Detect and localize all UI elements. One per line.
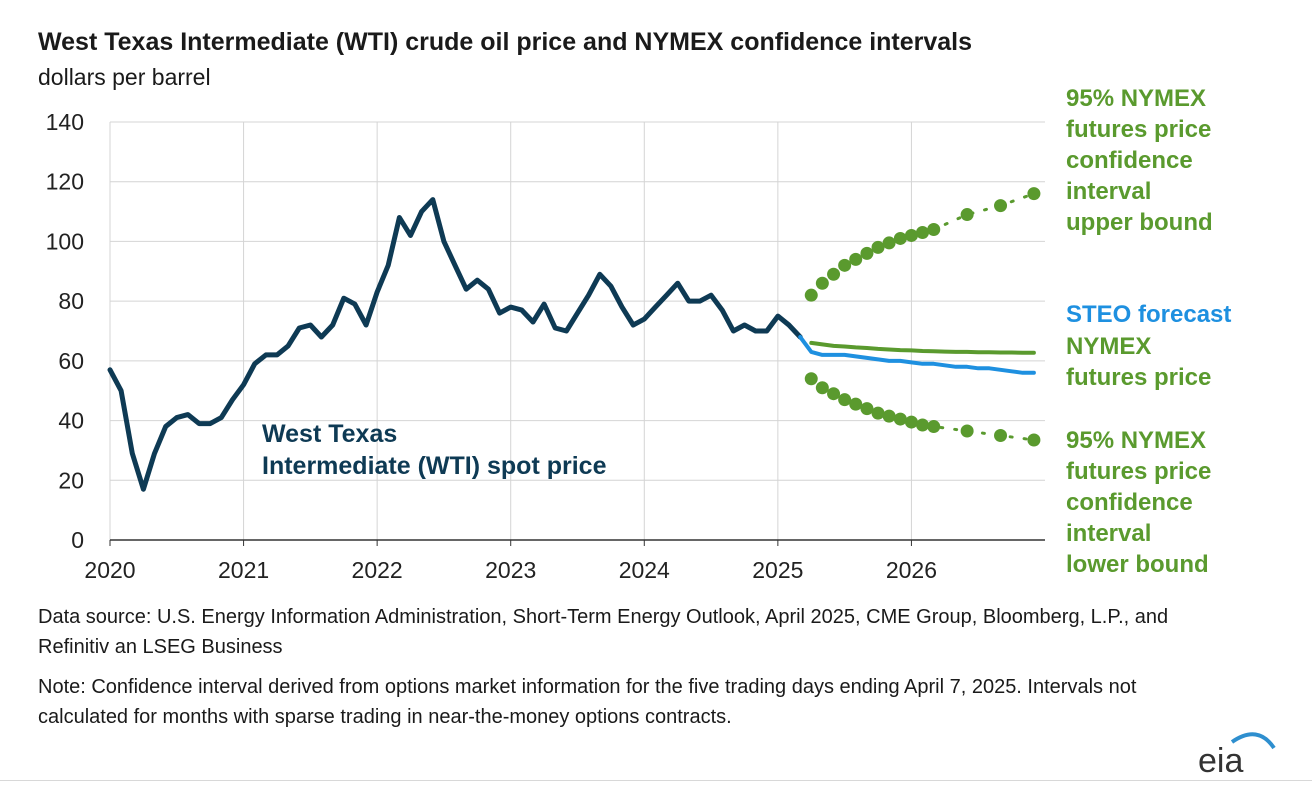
grid-lines (109, 121, 1045, 541)
nymex-lower-bound-point (860, 402, 874, 416)
x-axis-ticks: 2020 2021 2022 2023 2024 2025 2026 (84, 540, 937, 583)
nymex-lower-bound-point (893, 412, 907, 426)
nymex-upper-bound-point (849, 252, 863, 266)
eia-logo-text: eia (1198, 742, 1243, 780)
nymex-futures-label-line-2: futures price (1066, 364, 1211, 391)
nymex-upper-bound-point (994, 199, 1008, 213)
x-tick-label-2025: 2025 (752, 557, 803, 583)
x-tick-label-2026: 2026 (886, 557, 937, 583)
nymex-upper-bound-point (860, 246, 874, 260)
lower-bound-label-line-4: interval (1066, 520, 1151, 547)
nymex-lower-bound-point (1027, 433, 1041, 447)
nymex-lower-bound-point (827, 387, 841, 401)
y-tick-label-140: 140 (46, 109, 84, 135)
nymex-lower-bound-point (916, 418, 930, 432)
nymex-futures-label-line-1: NYMEX (1066, 333, 1151, 360)
y-tick-label-40: 40 (58, 408, 84, 434)
lower-bound-label-line-1: 95% NYMEX (1066, 427, 1206, 454)
steo-forecast-label: STEO forecast (1066, 301, 1231, 328)
wti-label-line-1: West Texas (262, 420, 397, 448)
nymex-upper-bound-point (804, 288, 818, 302)
eia-logo: eia (1198, 732, 1276, 780)
nymex-upper-bound-point (927, 222, 941, 236)
nymex-upper-bound-point (838, 258, 852, 272)
y-axis-unit-label: dollars per barrel (38, 64, 211, 90)
nymex-upper-bound-point (916, 225, 930, 239)
upper-bound-label-line-3: confidence (1066, 147, 1193, 174)
nymex-lower-bound-point (871, 406, 885, 420)
upper-bound-label-line-1: 95% NYMEX (1066, 85, 1206, 112)
upper-bound-label-line-2: futures price (1066, 116, 1211, 143)
nymex-lower-bound-point (804, 372, 818, 386)
nymex-upper-bound-point (871, 240, 885, 254)
series-group (107, 187, 1041, 492)
nymex-lower-bound-point (904, 415, 918, 429)
nymex-lower-bound-point (927, 420, 941, 434)
x-tick-label-2023: 2023 (485, 557, 536, 583)
y-tick-label-120: 120 (46, 169, 84, 195)
x-tick-label-2021: 2021 (218, 557, 269, 583)
wti-spot-line (107, 197, 803, 492)
nymex-upper-bound-point (893, 231, 907, 245)
x-tick-label-2024: 2024 (619, 557, 670, 583)
nymex-upper-bound-point (904, 228, 918, 242)
y-tick-label-60: 60 (58, 348, 84, 374)
nymex-lower-bound-point (994, 429, 1008, 442)
wti-label-line-2: Intermediate (WTI) spot price (262, 452, 607, 480)
nymex-lower-bound-point (849, 397, 863, 411)
x-tick-label-2022: 2022 (352, 557, 403, 583)
annotation-group: West Texas Intermediate (WTI) spot price 9… (262, 85, 1231, 578)
methodology-note: Note: Confidence interval derived from o… (38, 676, 1137, 728)
upper-bound-label-line-5: upper bound (1066, 209, 1213, 236)
nymex-upper-bound-point (882, 236, 896, 250)
x-tick-label-2020: 2020 (84, 557, 135, 583)
nymex-upper-bound-point (960, 208, 974, 222)
eia-logo-arc (1230, 732, 1276, 750)
y-tick-label-100: 100 (46, 228, 84, 254)
data-source-note: Data source: U.S. Energy Information Adm… (38, 606, 1169, 658)
nymex-upper-bound-point (1027, 187, 1041, 201)
nymex-lower-bound-point (815, 381, 829, 395)
y-tick-label-20: 20 (58, 467, 84, 493)
y-tick-label-0: 0 (71, 527, 84, 553)
chart-title: West Texas Intermediate (WTI) crude oil … (38, 28, 973, 56)
nymex-futures-line (809, 340, 1036, 355)
y-axis-ticks: 0 20 40 60 80 100 120 140 (46, 109, 84, 553)
nymex-lower-bound-point (882, 409, 896, 423)
lower-bound-label-line-2: futures price (1066, 458, 1211, 485)
upper-bound-label-line-4: interval (1066, 178, 1151, 205)
bottom-divider (0, 780, 1312, 781)
nymex-upper-bound-point (827, 267, 841, 281)
nymex-lower-bound-point (960, 424, 974, 438)
y-tick-label-80: 80 (58, 288, 84, 314)
nymex-upper-bound-point (815, 276, 829, 290)
lower-bound-label-line-3: confidence (1066, 489, 1193, 516)
steo-forecast-line (798, 335, 1036, 375)
nymex-lower-bound-point (838, 393, 852, 407)
lower-bound-label-line-5: lower bound (1066, 551, 1209, 578)
